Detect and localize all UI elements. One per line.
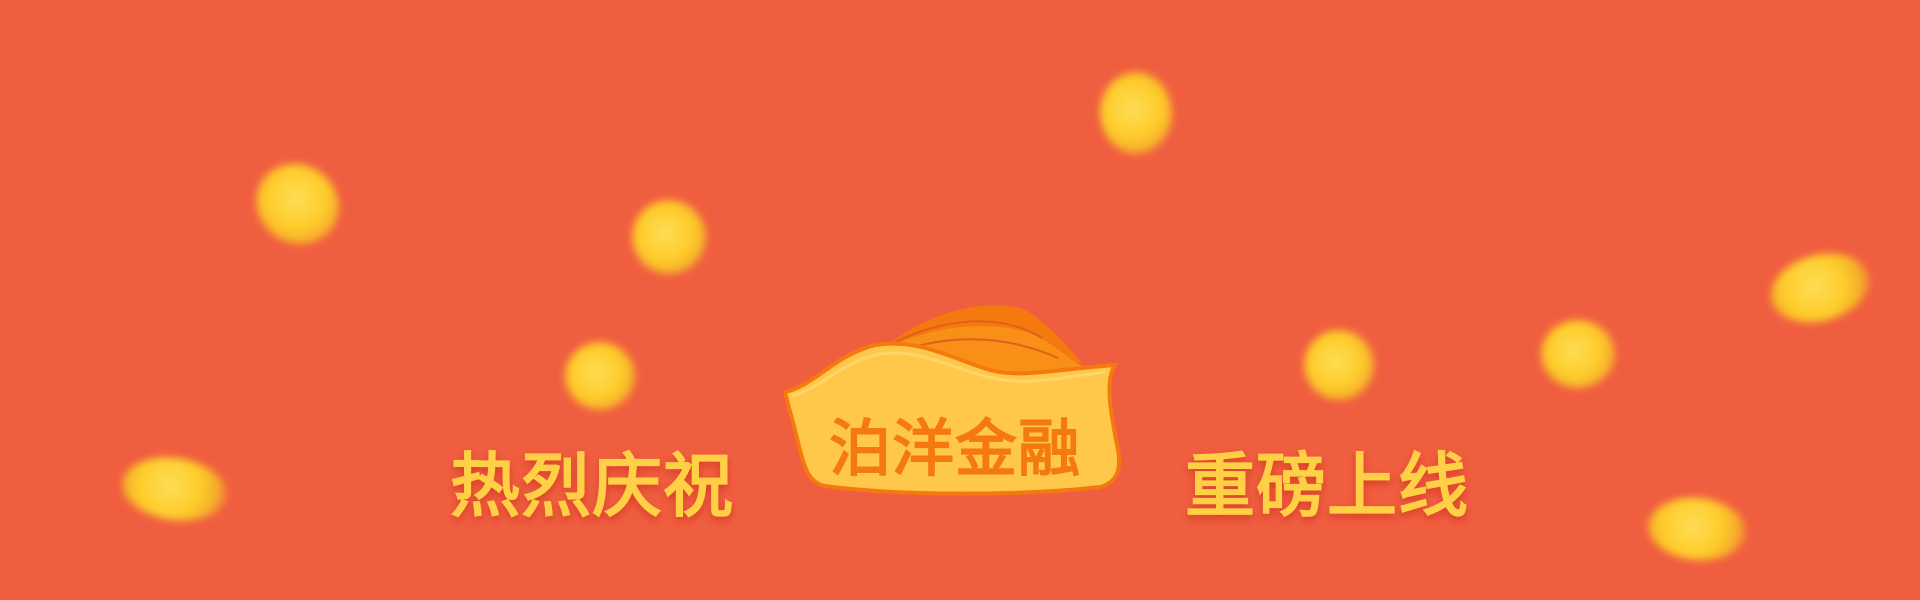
- brand-name: 泊洋金融: [828, 412, 1081, 485]
- brand-logo-badge: 泊洋金融: [780, 300, 1130, 510]
- coin-decoration: [632, 200, 706, 274]
- coin-decoration: [118, 450, 231, 528]
- coin-decoration: [565, 342, 635, 410]
- coin-decoration: [1645, 493, 1749, 565]
- coin-decoration: [240, 147, 355, 261]
- coin-decoration: [1304, 330, 1374, 400]
- coin-decoration: [1541, 320, 1615, 388]
- right-slogan: 重磅上线: [1185, 445, 1469, 527]
- coin-decoration: [1763, 243, 1877, 333]
- badge-graphic: [782, 305, 1121, 496]
- left-slogan: 热烈庆祝: [450, 445, 734, 527]
- coin-decoration: [1100, 72, 1172, 154]
